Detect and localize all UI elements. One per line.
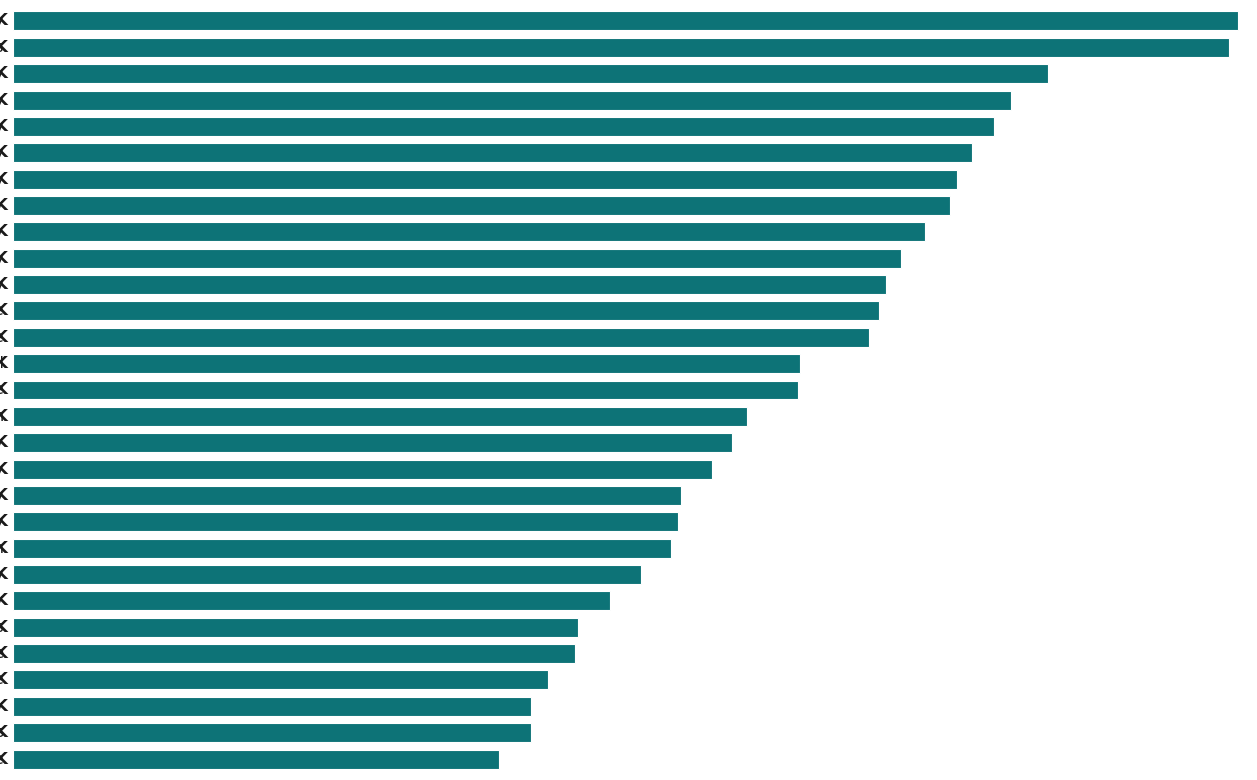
Text: Surgery, General: Surgery, General [0, 356, 9, 371]
Text: Dermatology: Dermatology [0, 145, 9, 160]
Bar [13, 275, 886, 294]
Bar [13, 407, 747, 426]
Text: Gastroenterology: Gastroenterology [0, 93, 9, 108]
Text: $357K: $357K [0, 277, 9, 292]
Text: Anesthesiology: Anesthesiology [0, 172, 9, 186]
Text: Neurology: Neurology [0, 594, 9, 608]
Text: Pathology: Pathology [0, 462, 9, 477]
Text: Critical Care: Critical Care [0, 303, 9, 318]
Text: $212K: $212K [0, 725, 9, 740]
Text: Infectious Diseases: Infectious Diseases [0, 620, 9, 635]
Text: $219K: $219K [0, 672, 9, 687]
Text: $257K: $257K [0, 567, 9, 582]
Text: $501K: $501K [0, 13, 9, 29]
Text: $199K: $199K [0, 751, 9, 767]
Bar [13, 750, 499, 768]
Bar [13, 354, 801, 373]
Text: Otolaryngology: Otolaryngology [0, 198, 9, 213]
Bar [13, 249, 901, 268]
Text: Pulmonary Medicine: Pulmonary Medicine [0, 382, 9, 398]
Text: $408K: $408K [0, 93, 9, 108]
Text: Urology: Urology [0, 225, 9, 239]
Bar [13, 591, 610, 611]
Bar [13, 222, 925, 241]
Text: Emergency Medicine: Emergency Medicine [0, 330, 9, 345]
Text: Family Medicine: Family Medicine [0, 672, 9, 687]
Text: $386K: $386K [0, 172, 9, 186]
Text: Cardiology: Cardiology [0, 66, 9, 81]
Bar [13, 381, 798, 399]
Text: Plastic Surgery: Plastic Surgery [0, 13, 9, 29]
Text: $272K: $272K [0, 514, 9, 530]
Text: $363K: $363K [0, 250, 9, 266]
Bar [13, 433, 732, 452]
Bar [13, 117, 994, 136]
Text: Physical Medicine & Rehabilitation: Physical Medicine & Rehabilitation [0, 541, 9, 555]
Bar [13, 169, 957, 189]
Bar [13, 38, 1228, 57]
Text: $373K: $373K [0, 225, 9, 239]
Bar [13, 512, 678, 531]
Text: Ob/Gyn: Ob/Gyn [0, 409, 9, 424]
Text: $322K: $322K [0, 356, 9, 371]
Text: $354K: $354K [0, 303, 9, 318]
Text: Psychiatry: Psychiatry [0, 488, 9, 503]
Text: $286K: $286K [0, 462, 9, 477]
Bar [13, 565, 641, 584]
Text: $231K: $231K [0, 620, 9, 635]
Bar [13, 618, 578, 636]
Text: $392K: $392K [0, 145, 9, 160]
Bar [13, 64, 1047, 83]
Text: $273K: $273K [0, 488, 9, 503]
Text: $244K: $244K [0, 594, 9, 608]
Bar [13, 459, 713, 479]
Text: $321K: $321K [0, 382, 9, 398]
Bar [13, 539, 671, 558]
Text: Ophthalmology: Ophthalmology [0, 277, 9, 292]
Text: Nephrology: Nephrology [0, 435, 9, 450]
Bar [13, 301, 879, 321]
Bar [13, 12, 1238, 30]
Text: $294K: $294K [0, 435, 9, 450]
Text: Orthopedics: Orthopedics [0, 40, 9, 55]
Text: $350K: $350K [0, 330, 9, 345]
Text: $383K: $383K [0, 198, 9, 213]
Text: Radiology: Radiology [0, 119, 9, 134]
Text: Public Health & Preventive Medicine: Public Health & Preventive Medicine [0, 751, 9, 767]
Text: $269K: $269K [0, 541, 9, 555]
Text: Pediatrics: Pediatrics [0, 725, 9, 740]
Bar [13, 723, 532, 742]
Text: $212K: $212K [0, 699, 9, 714]
Bar [13, 644, 576, 663]
Text: Rheumatology: Rheumatology [0, 567, 9, 582]
Text: $497K: $497K [0, 40, 9, 55]
Text: $300K: $300K [0, 409, 9, 424]
Bar [13, 144, 972, 162]
Bar [13, 697, 532, 716]
Text: Oncology: Oncology [0, 250, 9, 266]
Text: $230K: $230K [0, 646, 9, 661]
Text: Allergy & Immunology: Allergy & Immunology [0, 514, 9, 530]
Text: Diabetes & Endocrinology: Diabetes & Endocrinology [0, 699, 9, 714]
Text: $401K: $401K [0, 119, 9, 134]
Bar [13, 671, 548, 690]
Bar [13, 90, 1011, 109]
Bar [13, 328, 869, 347]
Bar [13, 486, 680, 505]
Bar [13, 196, 950, 215]
Text: $423K: $423K [0, 66, 9, 81]
Text: Internal Medicine: Internal Medicine [0, 646, 9, 661]
